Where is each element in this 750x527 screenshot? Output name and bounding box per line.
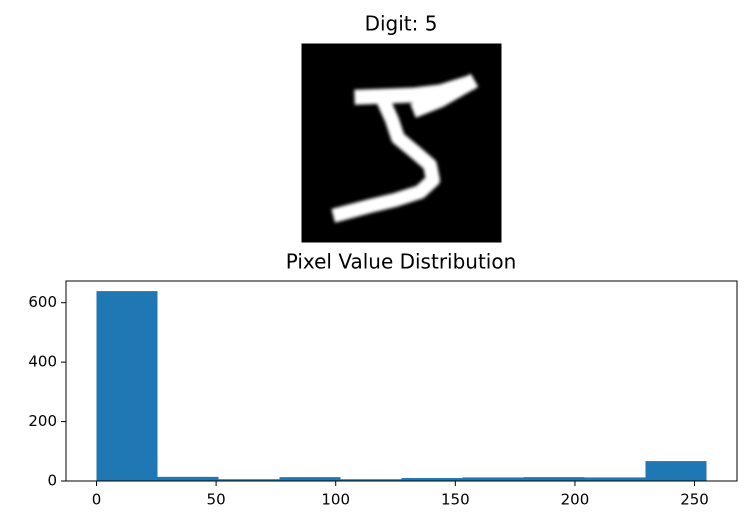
x-tick-label: 100 (321, 491, 350, 509)
y-tick-label: 400 (28, 353, 57, 371)
x-tick-label: 200 (561, 491, 590, 509)
bar (279, 477, 341, 481)
bar (157, 476, 219, 481)
axes-frame (65, 280, 738, 482)
x-tick-label: 0 (92, 491, 102, 509)
histogram-title: Pixel Value Distribution (286, 250, 517, 274)
y-tick-label: 600 (28, 293, 57, 311)
bar (645, 461, 707, 481)
histogram: 0 50 100 150 200 250 0 200 400 600 (28, 280, 738, 509)
bar (218, 479, 280, 481)
digit-image (301, 43, 502, 243)
y-tick-label: 0 (47, 472, 57, 490)
x-tick-label: 250 (680, 491, 709, 509)
x-tick-label: 150 (441, 491, 470, 509)
bar (584, 477, 646, 481)
x-tick-label: 50 (207, 491, 226, 509)
bar (401, 478, 463, 481)
image-title: Digit: 5 (365, 12, 438, 36)
y-tick-label: 200 (28, 412, 57, 430)
bar (96, 291, 158, 481)
bar (462, 477, 524, 481)
digit-stroke (331, 73, 479, 223)
bar (340, 479, 402, 481)
bar (523, 477, 585, 481)
